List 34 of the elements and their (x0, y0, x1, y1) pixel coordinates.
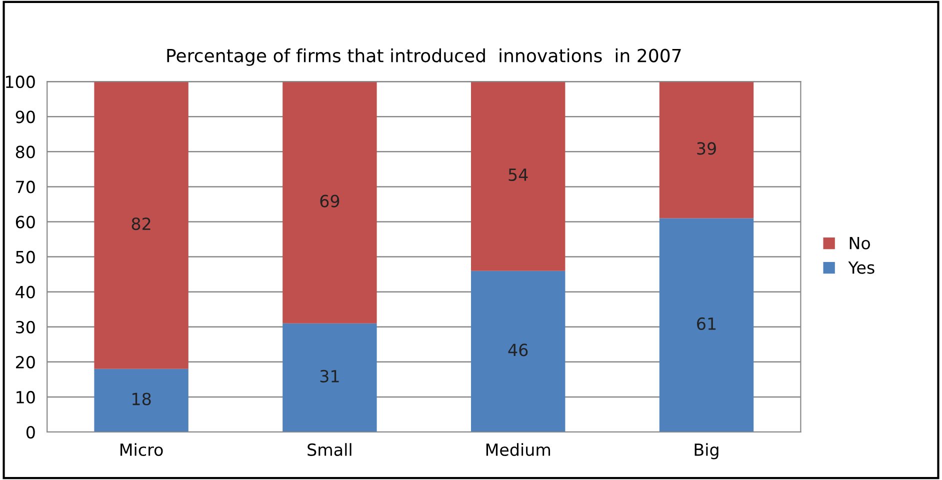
x-tick-label: Medium (486, 443, 550, 456)
bar (471, 82, 566, 271)
bar (471, 270, 566, 432)
data-label: 31 (320, 370, 339, 383)
bar (282, 82, 377, 324)
y-tick-label: 20 (16, 356, 35, 368)
data-label: 61 (697, 317, 716, 330)
legend-label: No (850, 237, 870, 250)
data-label: 18 (132, 392, 151, 406)
y-tick-label: 100 (6, 76, 35, 88)
bar (659, 218, 754, 432)
chart-title: Percentage of firms that introduced innovations in 2007 (167, 48, 681, 66)
legend-label: Yes (848, 261, 874, 274)
data-label: 82 (132, 217, 150, 230)
bar (659, 82, 754, 218)
bar (94, 82, 188, 369)
y-tick-label: 50 (16, 250, 35, 264)
y-tick-label: 30 (16, 320, 35, 334)
y-tick-label: 80 (16, 146, 35, 158)
y-tick-label: 0 (26, 426, 35, 439)
y-tick-label: 70 (16, 180, 35, 194)
data-label: 46 (508, 344, 528, 356)
data-label: 39 (697, 142, 716, 155)
x-tick-label: Micro (120, 443, 163, 456)
bar (94, 368, 188, 432)
x-tick-label: Big (694, 443, 718, 460)
y-tick-label: 60 (16, 216, 35, 228)
y-tick-label: 10 (16, 390, 35, 404)
bar (282, 323, 377, 432)
data-label: 69 (320, 194, 340, 208)
y-tick-label: 40 (16, 286, 35, 298)
y-tick-label: 90 (16, 110, 35, 124)
x-tick-label: Small (308, 443, 352, 456)
data-label: 54 (508, 168, 528, 182)
